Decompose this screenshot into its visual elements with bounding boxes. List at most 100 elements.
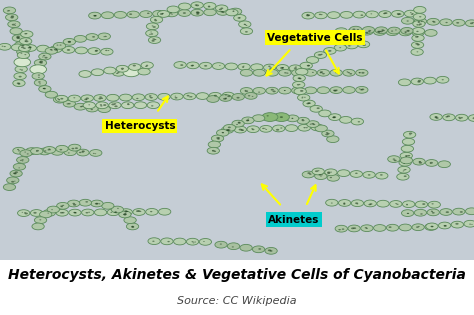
Circle shape bbox=[16, 37, 19, 38]
Circle shape bbox=[162, 13, 164, 14]
Circle shape bbox=[361, 225, 373, 232]
Circle shape bbox=[81, 95, 93, 102]
Circle shape bbox=[7, 10, 9, 12]
Circle shape bbox=[103, 104, 107, 106]
Circle shape bbox=[96, 203, 99, 204]
Circle shape bbox=[306, 103, 309, 104]
Circle shape bbox=[165, 10, 178, 17]
Circle shape bbox=[94, 209, 107, 216]
Circle shape bbox=[73, 212, 76, 213]
Circle shape bbox=[407, 213, 409, 214]
Circle shape bbox=[174, 96, 176, 97]
Circle shape bbox=[357, 41, 370, 48]
Circle shape bbox=[238, 129, 242, 130]
Circle shape bbox=[395, 203, 397, 204]
Circle shape bbox=[309, 174, 311, 175]
Circle shape bbox=[315, 125, 328, 132]
Circle shape bbox=[63, 38, 75, 45]
Circle shape bbox=[133, 65, 136, 66]
Circle shape bbox=[294, 67, 297, 69]
Circle shape bbox=[390, 201, 402, 207]
Circle shape bbox=[386, 29, 399, 36]
Circle shape bbox=[307, 14, 310, 16]
Circle shape bbox=[346, 71, 348, 72]
Circle shape bbox=[240, 88, 253, 94]
Circle shape bbox=[232, 11, 234, 12]
Circle shape bbox=[247, 126, 259, 133]
Circle shape bbox=[335, 72, 337, 73]
Circle shape bbox=[139, 211, 141, 212]
Circle shape bbox=[196, 93, 209, 100]
Circle shape bbox=[28, 47, 31, 49]
Circle shape bbox=[19, 38, 32, 44]
Circle shape bbox=[413, 20, 425, 27]
Circle shape bbox=[18, 150, 20, 152]
Circle shape bbox=[158, 94, 170, 100]
Circle shape bbox=[150, 211, 152, 212]
Circle shape bbox=[406, 30, 410, 32]
Circle shape bbox=[427, 209, 439, 216]
Circle shape bbox=[167, 6, 179, 13]
Circle shape bbox=[379, 11, 391, 18]
Circle shape bbox=[404, 175, 407, 177]
Text: Heterocysts, Akinetes & Vegetative Cells of Cyanobacteria: Heterocysts, Akinetes & Vegetative Cells… bbox=[8, 268, 466, 282]
Circle shape bbox=[13, 80, 25, 87]
Circle shape bbox=[415, 43, 419, 45]
Circle shape bbox=[43, 209, 55, 216]
Circle shape bbox=[285, 125, 298, 131]
Circle shape bbox=[222, 132, 224, 133]
Circle shape bbox=[80, 106, 82, 107]
Circle shape bbox=[207, 96, 219, 102]
Circle shape bbox=[99, 98, 101, 100]
Circle shape bbox=[419, 161, 420, 162]
Circle shape bbox=[446, 116, 448, 117]
Circle shape bbox=[384, 12, 388, 14]
Circle shape bbox=[145, 94, 157, 100]
Circle shape bbox=[17, 83, 19, 84]
Circle shape bbox=[352, 29, 356, 30]
Circle shape bbox=[244, 24, 246, 25]
Circle shape bbox=[93, 15, 96, 16]
Circle shape bbox=[444, 225, 447, 227]
Circle shape bbox=[57, 98, 59, 99]
Circle shape bbox=[430, 226, 433, 227]
Circle shape bbox=[335, 225, 347, 232]
Circle shape bbox=[398, 166, 410, 173]
Circle shape bbox=[47, 213, 49, 214]
Circle shape bbox=[368, 31, 370, 32]
Circle shape bbox=[216, 137, 219, 139]
Circle shape bbox=[137, 210, 140, 212]
Circle shape bbox=[95, 50, 98, 52]
Circle shape bbox=[405, 32, 406, 33]
Circle shape bbox=[221, 127, 234, 133]
Circle shape bbox=[167, 241, 170, 242]
Circle shape bbox=[117, 208, 119, 209]
Circle shape bbox=[93, 153, 95, 154]
Circle shape bbox=[280, 116, 283, 118]
Circle shape bbox=[411, 14, 413, 15]
Circle shape bbox=[148, 37, 161, 43]
Circle shape bbox=[460, 211, 463, 213]
Circle shape bbox=[242, 67, 244, 68]
Circle shape bbox=[407, 213, 409, 214]
Circle shape bbox=[456, 223, 459, 225]
Circle shape bbox=[357, 29, 359, 30]
Circle shape bbox=[361, 28, 373, 35]
Circle shape bbox=[96, 102, 108, 109]
Circle shape bbox=[405, 155, 408, 157]
Circle shape bbox=[339, 117, 352, 123]
Circle shape bbox=[258, 92, 260, 93]
Circle shape bbox=[225, 98, 227, 99]
Circle shape bbox=[238, 21, 251, 28]
Circle shape bbox=[39, 211, 52, 218]
Circle shape bbox=[414, 7, 426, 13]
Circle shape bbox=[79, 71, 91, 77]
Circle shape bbox=[226, 129, 229, 131]
Circle shape bbox=[326, 132, 328, 134]
Circle shape bbox=[431, 211, 433, 212]
Circle shape bbox=[317, 69, 329, 76]
Circle shape bbox=[322, 73, 325, 74]
Circle shape bbox=[238, 17, 241, 18]
Circle shape bbox=[419, 162, 422, 164]
Circle shape bbox=[21, 45, 25, 46]
